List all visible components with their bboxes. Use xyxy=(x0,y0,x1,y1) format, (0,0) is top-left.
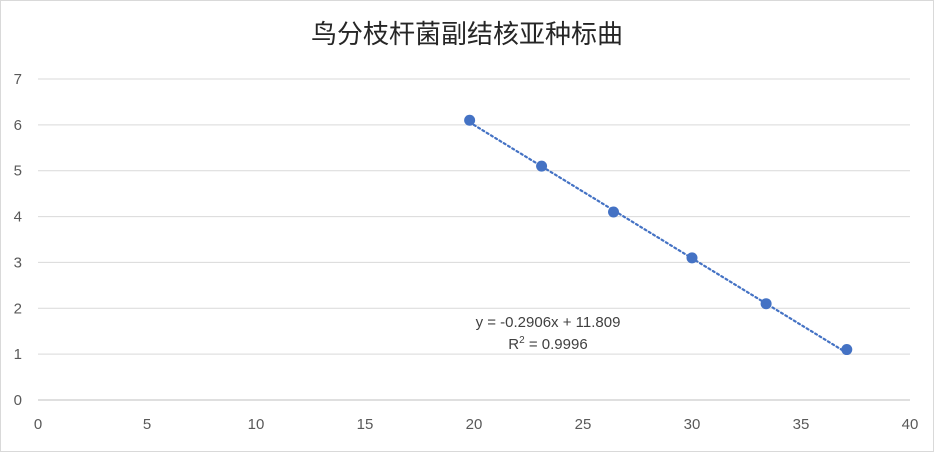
trendline-equation: y = -0.2906x + 11.809 xyxy=(476,314,621,331)
data-point xyxy=(841,344,853,356)
data-point xyxy=(760,298,772,310)
y-tick-label: 4 xyxy=(14,209,22,226)
r-squared-label: R2 = 0.9996 xyxy=(508,335,587,353)
y-tick-label: 6 xyxy=(14,117,22,134)
trendline-path xyxy=(468,121,848,354)
y-tick-label: 3 xyxy=(14,254,22,271)
x-tick-label: 40 xyxy=(902,416,919,433)
x-tick-label: 15 xyxy=(357,416,374,433)
chart-title: 鸟分枝杆菌副结核亚种标曲 xyxy=(310,20,623,50)
y-tick-label: 0 xyxy=(14,392,22,409)
x-tick-label: 10 xyxy=(248,416,265,433)
x-tick-label: 30 xyxy=(684,416,701,433)
r-squared-value: = 0.9996 xyxy=(525,336,588,353)
y-tick-label: 2 xyxy=(14,300,22,317)
x-tick-label: 25 xyxy=(575,416,592,433)
data-point xyxy=(686,252,698,264)
x-tick-label: 5 xyxy=(143,416,151,433)
data-point xyxy=(464,114,476,126)
x-axis-ticks: 0 5 10 15 20 25 30 35 40 xyxy=(34,416,919,433)
x-tick-label: 20 xyxy=(466,416,483,433)
x-tick-label: 0 xyxy=(34,416,42,433)
y-tick-label: 1 xyxy=(14,346,22,363)
data-points xyxy=(464,114,853,356)
r-squared-prefix: R xyxy=(508,336,519,353)
data-point xyxy=(608,206,620,218)
trendline xyxy=(468,121,848,354)
x-tick-label: 35 xyxy=(793,416,810,433)
y-axis-ticks: 0 1 2 3 4 5 6 7 xyxy=(14,71,22,409)
y-tick-label: 7 xyxy=(14,71,22,88)
r-squared-superscript: 2 xyxy=(519,335,525,346)
data-point xyxy=(536,160,548,172)
y-tick-label: 5 xyxy=(14,163,22,180)
